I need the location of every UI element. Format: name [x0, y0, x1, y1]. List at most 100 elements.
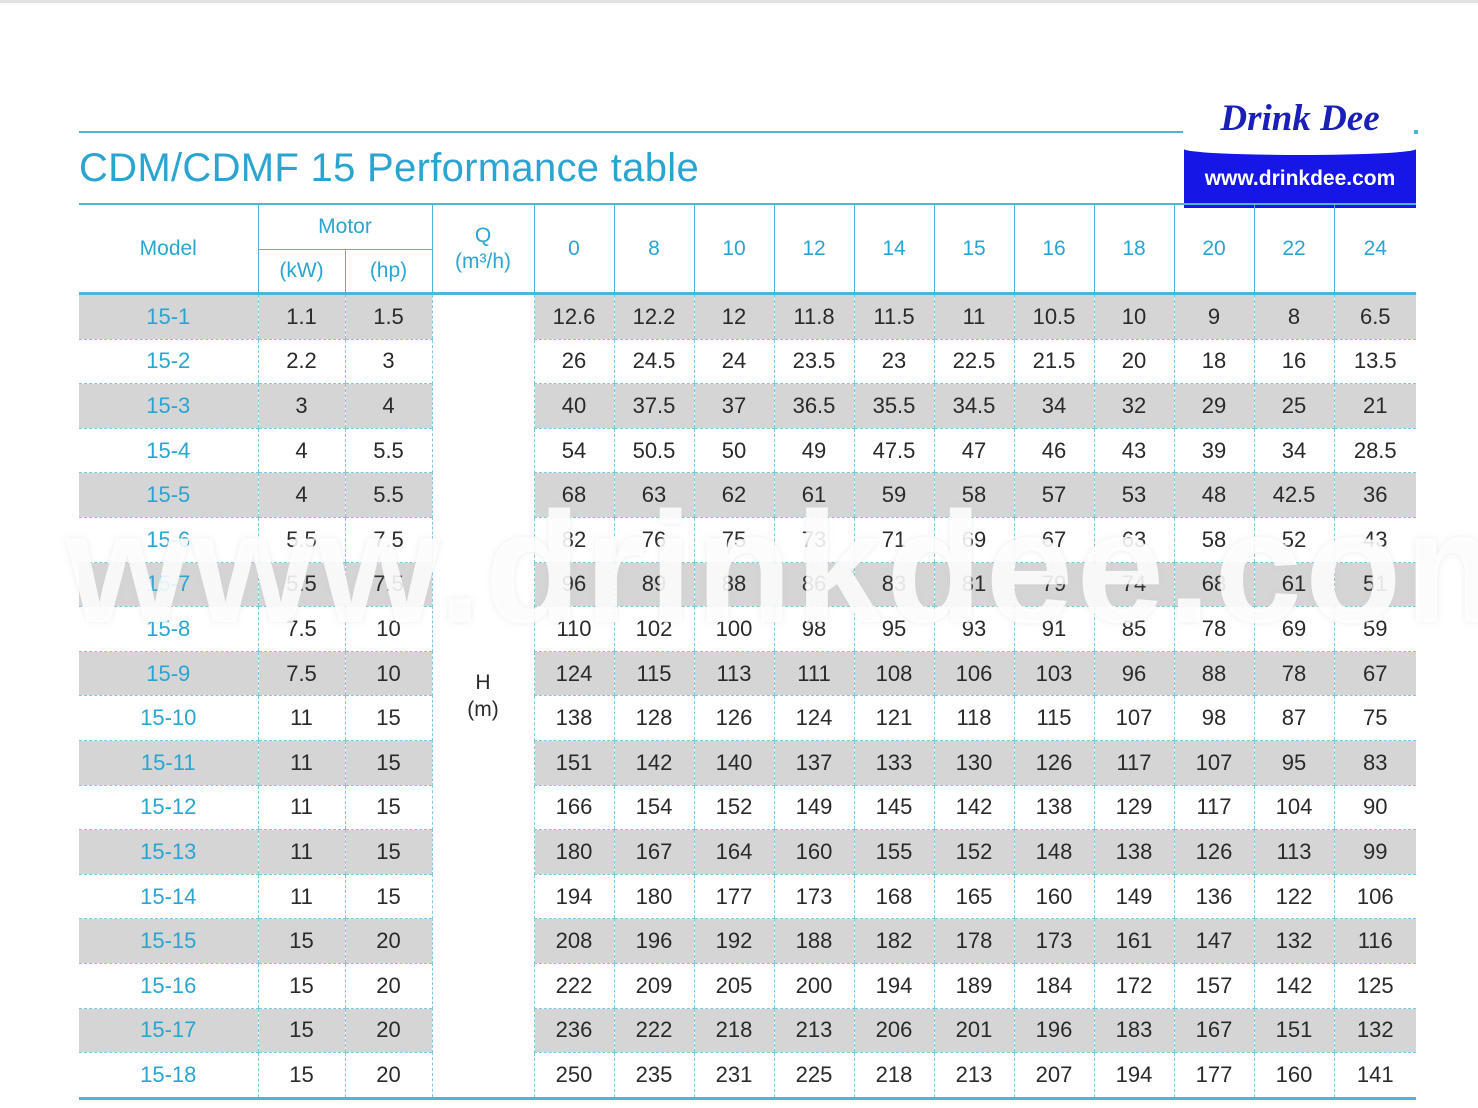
head-value-cell: 231 [693, 1052, 774, 1100]
header-q-symbol: Q [474, 223, 492, 247]
model-cell: 15-11 [79, 740, 258, 786]
head-value-cell: 24 [693, 339, 774, 385]
head-value-cell: 126 [1173, 829, 1254, 875]
head-value-cell: 218 [693, 1008, 774, 1054]
head-value-cell: 108 [853, 651, 934, 697]
brand-url-banner: www.drinkdee.com [1184, 149, 1416, 208]
head-value-cell: 100 [693, 606, 774, 652]
kw-cell: 7.5 [257, 606, 345, 652]
head-value-cell: 107 [1173, 740, 1254, 786]
head-value-cell: 196 [1013, 1008, 1094, 1054]
head-value-cell: 192 [693, 918, 774, 964]
head-value-cell: 12.2 [613, 293, 694, 340]
head-value-cell: 11.5 [853, 293, 934, 340]
kw-cell: 11 [257, 785, 345, 831]
head-value-cell: 222 [613, 1008, 694, 1054]
head-value-cell: 115 [1013, 695, 1094, 741]
header-flow: 20 [1173, 204, 1254, 294]
hp-cell: 7.5 [344, 517, 432, 563]
head-value-cell: 93 [933, 606, 1014, 652]
head-value-cell: 205 [693, 963, 774, 1009]
head-value-cell: 178 [933, 918, 1014, 964]
head-value-cell: 63 [1093, 517, 1174, 563]
head-value-cell: 250 [533, 1052, 614, 1100]
header-flow: 8 [613, 204, 694, 294]
head-value-cell: 75 [1333, 695, 1416, 741]
kw-cell: 15 [257, 918, 345, 964]
head-value-cell: 104 [1253, 785, 1334, 831]
head-value-cell: 12.6 [533, 293, 614, 340]
head-value-cell: 180 [533, 829, 614, 875]
head-value-cell: 166 [533, 785, 614, 831]
model-cell: 15-18 [79, 1052, 258, 1100]
head-value-cell: 67 [1013, 517, 1094, 563]
head-value-cell: 89 [613, 562, 694, 608]
kw-cell: 11 [257, 829, 345, 875]
head-value-cell: 117 [1173, 785, 1254, 831]
header-flow: 12 [773, 204, 854, 294]
head-value-cell: 96 [1093, 651, 1174, 697]
hp-cell: 20 [344, 918, 432, 964]
head-value-cell: 52 [1253, 517, 1334, 563]
model-cell: 15-5 [79, 472, 258, 518]
model-cell: 15-6 [79, 517, 258, 563]
head-value-cell: 35.5 [853, 383, 934, 429]
kw-cell: 5.5 [257, 562, 345, 608]
table-row: 15-12 11 15 166 154 152 149 145 142 138 129 117 104 9… [79, 785, 1416, 831]
head-value-cell: 180 [613, 874, 694, 920]
head-value-cell: 225 [773, 1052, 854, 1100]
head-value-cell: 57 [1013, 472, 1094, 518]
table-row: 15-6 5.5 7.5 82 76 75 73 71 69 67 63 58 52 43 [79, 517, 1416, 563]
model-cell: 15-8 [79, 606, 258, 652]
model-cell: 15-7 [79, 562, 258, 608]
head-value-cell: 34 [1253, 428, 1334, 474]
head-value-cell: 136 [1173, 874, 1254, 920]
head-value-cell: 157 [1173, 963, 1254, 1009]
head-value-cell: 138 [1013, 785, 1094, 831]
hp-cell: 15 [344, 695, 432, 741]
head-value-cell: 36.5 [773, 383, 854, 429]
table-row: 15-16 15 20 222 209 205 200 194 189 184 172 157 142 1… [79, 963, 1416, 1009]
head-value-cell: 61 [1253, 562, 1334, 608]
head-value-cell: 23.5 [773, 339, 854, 385]
kw-cell: 5.5 [257, 517, 345, 563]
header-flow: 15 [933, 204, 1014, 294]
model-cell: 15-3 [79, 383, 258, 429]
model-cell: 15-14 [79, 874, 258, 920]
head-value-cell: 124 [773, 695, 854, 741]
head-value-cell: 142 [613, 740, 694, 786]
table-row: 15-3 3 4 40 37.5 37 36.5 35.5 34.5 34 32 29 25 21 [79, 383, 1416, 429]
head-value-cell: 194 [533, 874, 614, 920]
head-value-cell: 111 [773, 651, 854, 697]
head-value-cell: 34.5 [933, 383, 1014, 429]
head-value-cell: 96 [533, 562, 614, 608]
table-row: 15-4 4 5.5 54 50.5 50 49 47.5 47 46 43 39 34 28.5 [79, 428, 1416, 474]
head-value-cell: 121 [853, 695, 934, 741]
head-value-cell: 106 [1333, 874, 1416, 920]
header-flow: 10 [693, 204, 774, 294]
head-value-cell: 90 [1333, 785, 1416, 831]
head-value-cell: 209 [613, 963, 694, 1009]
head-value-cell: 69 [1253, 606, 1334, 652]
head-value-cell: 161 [1093, 918, 1174, 964]
head-value-cell: 182 [853, 918, 934, 964]
hp-cell: 7.5 [344, 562, 432, 608]
head-value-cell: 213 [773, 1008, 854, 1054]
head-value-cell: 11 [933, 293, 1014, 340]
kw-cell: 4 [257, 472, 345, 518]
head-value-cell: 61 [773, 472, 854, 518]
head-symbol: H [475, 670, 491, 694]
head-value-cell: 48 [1173, 472, 1254, 518]
kw-cell: 11 [257, 695, 345, 741]
head-value-cell: 99 [1333, 829, 1416, 875]
head-value-cell: 98 [773, 606, 854, 652]
kw-cell: 11 [257, 874, 345, 920]
head-value-cell: 184 [1013, 963, 1094, 1009]
head-value-cell: 76 [613, 517, 694, 563]
header-q-unit: (m³/h) [455, 249, 511, 273]
head-value-cell: 154 [613, 785, 694, 831]
head-value-cell: 125 [1333, 963, 1416, 1009]
hp-cell: 15 [344, 785, 432, 831]
kw-cell: 3 [257, 383, 345, 429]
head-value-cell: 67 [1333, 651, 1416, 697]
